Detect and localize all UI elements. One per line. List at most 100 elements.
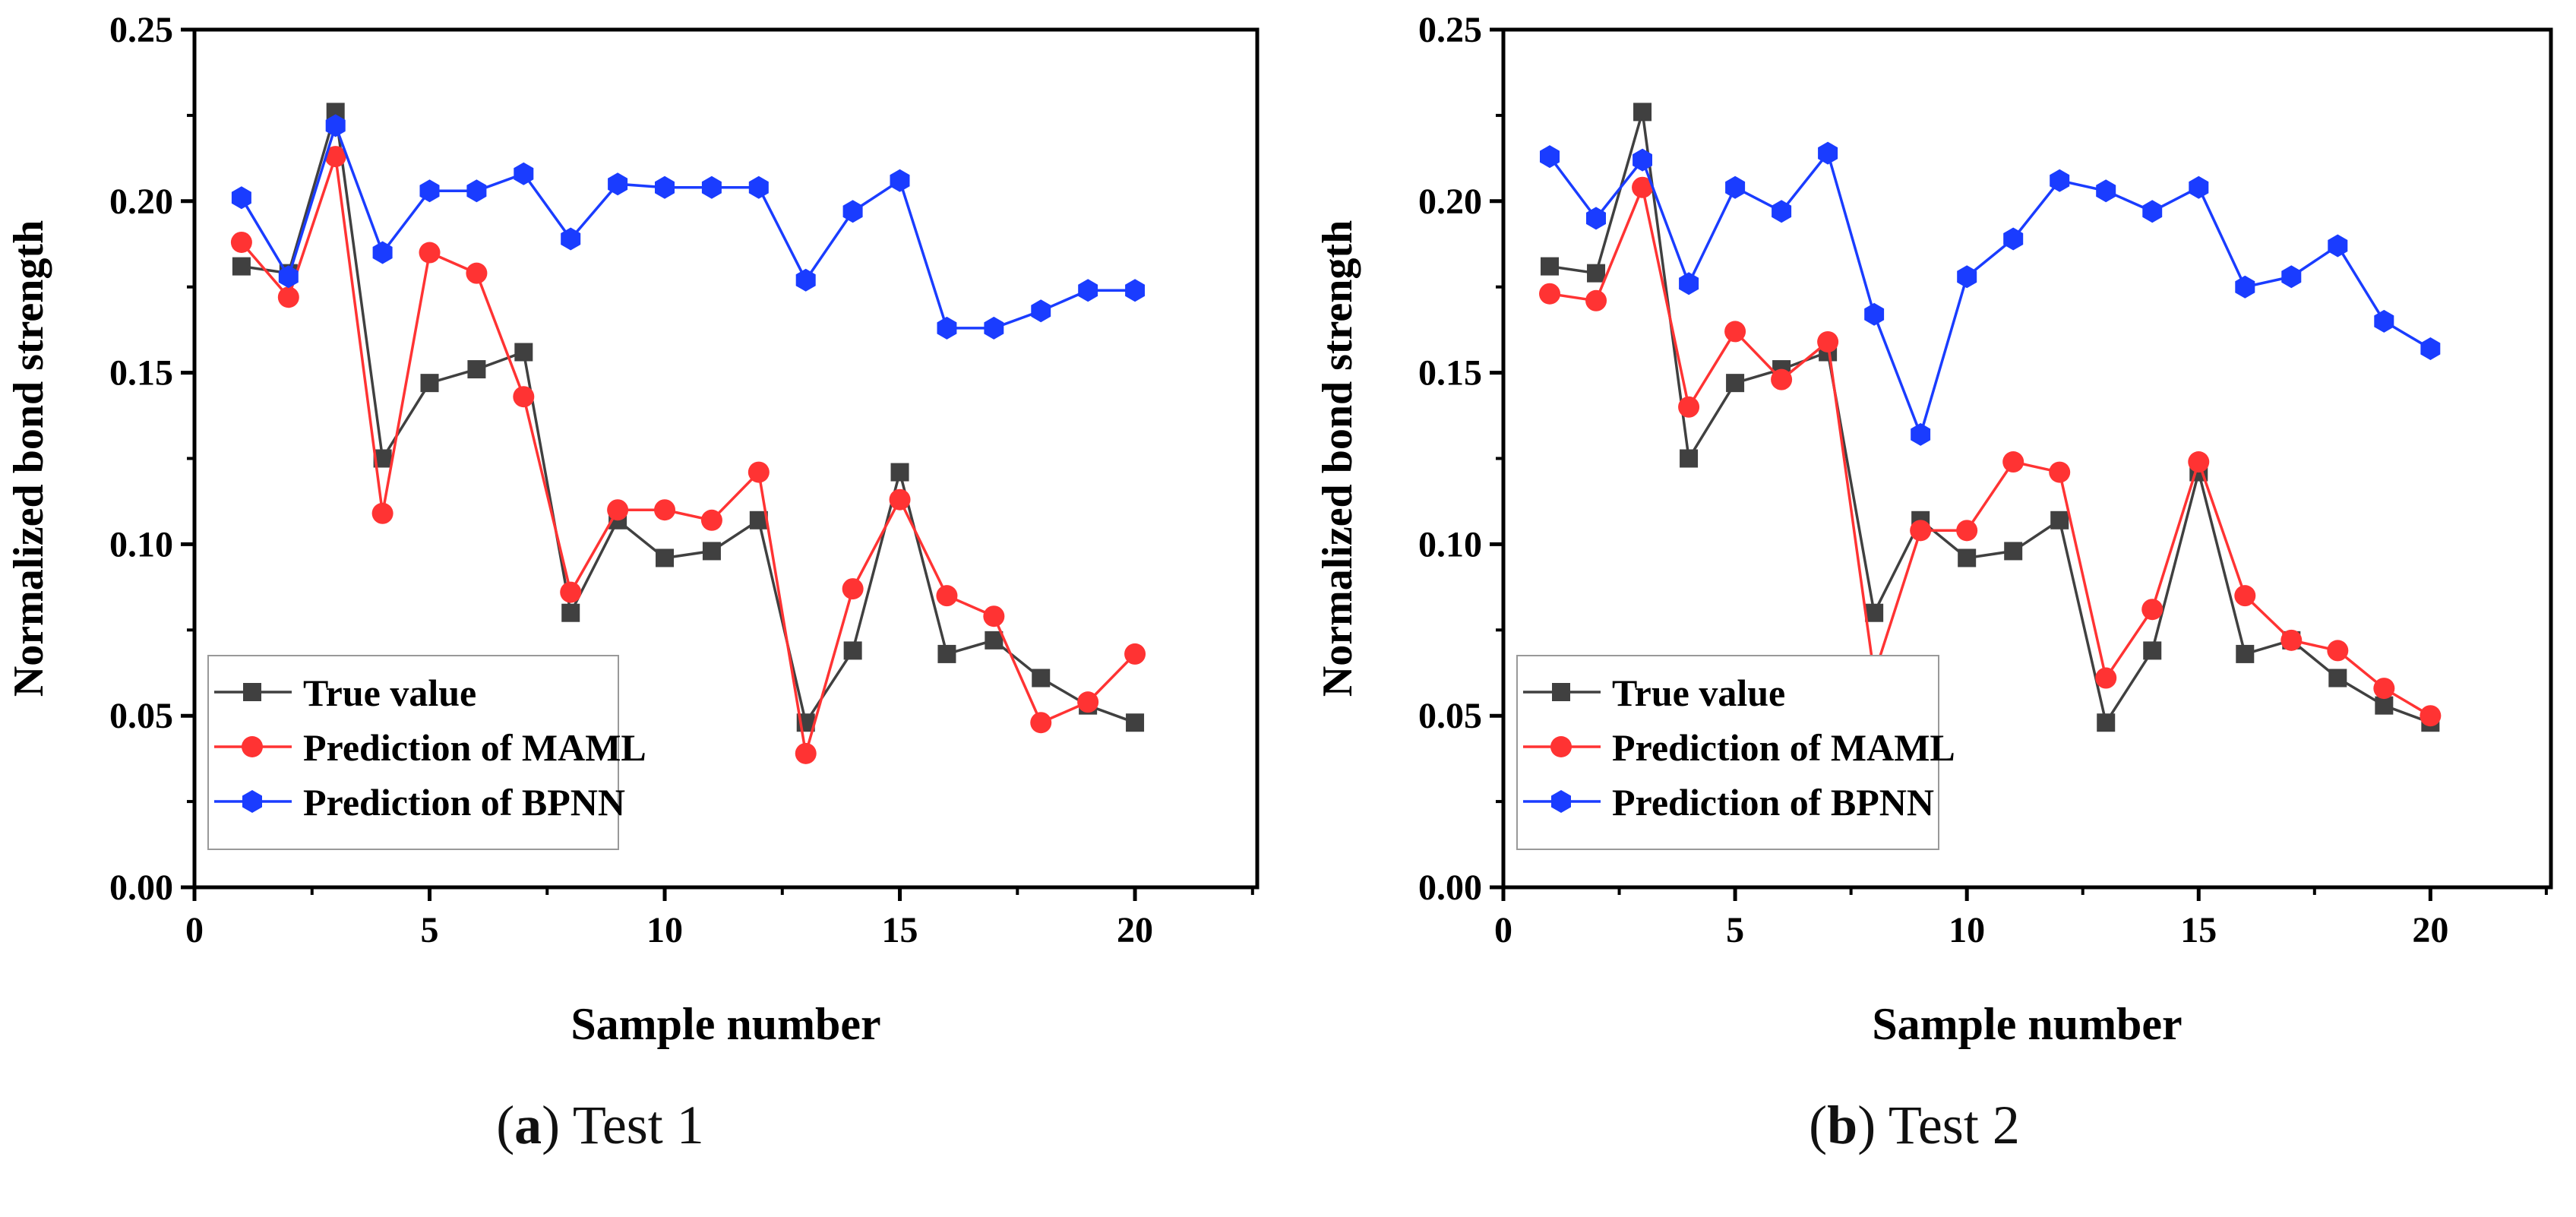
y-tick-label: 0.20: [109, 182, 173, 222]
data-point: [2420, 705, 2442, 727]
data-point: [1587, 264, 1606, 283]
y-tick-label: 0.10: [109, 524, 173, 564]
legend-marker: [242, 736, 263, 757]
legend: True value Prediction of MAML Prediction o…: [207, 655, 646, 850]
data-point: [1725, 175, 1746, 199]
data-point: [2374, 309, 2394, 333]
series-prediction-of-bpnn: [231, 114, 1145, 340]
x-axis-label: Sample number: [1872, 999, 2182, 1049]
data-point: [1540, 145, 1560, 169]
y-tick-label: 0.15: [109, 353, 173, 394]
data-point: [1125, 279, 1145, 302]
data-point: [1539, 283, 1561, 305]
series-line: [1549, 182, 2432, 717]
data-point: [373, 449, 392, 468]
data-point: [2373, 678, 2395, 700]
data-point: [2189, 175, 2209, 199]
x-tick-label: 0: [1494, 910, 1512, 950]
data-point: [466, 262, 488, 284]
data-point: [1957, 265, 1977, 289]
data-point: [1586, 207, 1606, 230]
data-point: [371, 502, 394, 524]
data-point: [2142, 200, 2163, 223]
data-point: [654, 499, 676, 521]
data-point: [985, 631, 1004, 650]
data-point: [2188, 451, 2210, 473]
data-point: [842, 200, 863, 223]
data-point: [1585, 289, 1607, 311]
data-point: [513, 386, 535, 408]
data-point: [1632, 176, 1654, 198]
data-point: [842, 578, 864, 600]
data-point: [1030, 712, 1052, 734]
data-point: [1032, 669, 1051, 688]
data-point: [2328, 234, 2348, 258]
data-point: [748, 461, 770, 483]
legend-label: Prediction of BPNN: [1612, 781, 1934, 823]
data-point: [2096, 179, 2116, 203]
data-point: [701, 175, 722, 199]
data-point: [1958, 548, 1977, 567]
data-point: [277, 286, 299, 308]
y-axis-label: Normalized bond strength: [5, 220, 52, 697]
data-point: [1910, 520, 1932, 542]
data-point: [1680, 449, 1699, 468]
data-point: [514, 343, 533, 362]
data-point: [278, 265, 299, 289]
data-point: [936, 585, 958, 607]
data-point: [1078, 279, 1098, 302]
data-point: [889, 488, 911, 511]
legend-marker: [1550, 736, 1572, 757]
data-point: [2049, 461, 2071, 483]
data-point: [1077, 691, 1099, 713]
data-point: [937, 644, 956, 663]
caption-text: Test 2: [1888, 1095, 2020, 1155]
data-point: [983, 605, 1005, 627]
x-axis-label: Sample number: [571, 999, 880, 1049]
legend-label: True value: [303, 672, 476, 714]
data-point: [2375, 696, 2394, 715]
data-point: [2141, 599, 2164, 621]
data-point: [890, 463, 909, 482]
data-point: [1633, 103, 1652, 122]
x-tick-label: 20: [2412, 910, 2448, 950]
data-point: [2235, 275, 2255, 299]
data-point: [2002, 451, 2024, 473]
series-true-value: [1541, 103, 2440, 732]
legend-label: True value: [1612, 672, 1785, 714]
data-point: [608, 172, 628, 196]
legend-marker: [1552, 683, 1570, 701]
caption-a: (a) Test 1: [496, 1095, 704, 1155]
data-point: [1771, 368, 1793, 390]
data-point: [1726, 374, 1745, 393]
y-tick-label: 0.25: [109, 10, 173, 50]
series-true-value: [232, 103, 1145, 732]
data-point: [2097, 713, 2116, 732]
data-point: [702, 542, 721, 561]
data-point: [795, 268, 816, 292]
data-point: [1865, 603, 1884, 622]
data-point: [467, 360, 486, 379]
data-point: [2003, 227, 2024, 251]
y-tick-label: 0.00: [1418, 868, 1482, 908]
caption-text: Test 1: [572, 1095, 704, 1155]
data-point: [466, 179, 487, 203]
data-point: [1818, 141, 1838, 165]
data-point: [656, 548, 675, 567]
data-point: [420, 374, 439, 393]
data-point: [2050, 169, 2070, 192]
y-axis-label: Normalized bond strength: [1314, 220, 1361, 697]
data-point: [2328, 669, 2347, 688]
data-point: [1911, 422, 1931, 446]
data-point: [324, 146, 346, 168]
data-point: [514, 162, 534, 185]
data-point: [2420, 337, 2441, 360]
data-point: [748, 175, 769, 199]
x-tick-label: 5: [1726, 910, 1744, 950]
data-point: [231, 186, 251, 210]
legend-marker: [242, 790, 262, 813]
legend-label: Prediction of MAML: [1612, 726, 1955, 769]
data-point: [419, 242, 441, 264]
data-point: [1864, 302, 1885, 326]
y-tick-label: 0.25: [1418, 10, 1482, 50]
